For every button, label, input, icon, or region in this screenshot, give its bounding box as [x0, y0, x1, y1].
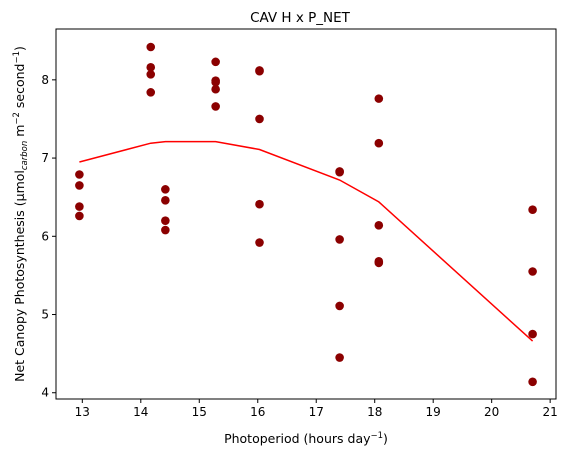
y-axis-label-c: second: [12, 64, 27, 113]
y-axis-label-sup1: −2: [12, 112, 22, 125]
data-point: [528, 329, 537, 339]
x-axis-label-main: Photoperiod (hours day: [224, 431, 371, 446]
chart-title: CAV H x P_NET: [250, 10, 351, 26]
x-tick-label: 20: [484, 405, 499, 419]
y-axis-label: Net Canopy Photosynthesis (µmolcarbon m−…: [12, 46, 30, 382]
data-point: [211, 102, 220, 111]
data-point: [255, 66, 264, 76]
y-tick-label: 8: [41, 73, 49, 87]
data-point: [75, 170, 84, 179]
x-tick-label: 13: [75, 405, 90, 419]
x-axis-label: Photoperiod (hours day−1): [224, 431, 388, 446]
x-tick-label: 19: [426, 405, 441, 419]
data-point: [75, 211, 84, 221]
points-layer: [75, 42, 537, 387]
x-axis-label-sup: −1: [371, 431, 384, 441]
data-point: [374, 138, 384, 148]
x-tick-label: 16: [250, 405, 265, 419]
data-point: [146, 88, 156, 97]
data-point: [161, 196, 170, 205]
x-axis: 13 14 15 16 17 18 19 20 21: [75, 399, 558, 419]
data-point: [374, 221, 384, 230]
x-tick-label: 14: [133, 405, 148, 419]
data-point: [161, 216, 170, 225]
y-axis-label-a: Net Canopy Photosynthesis (µmol: [12, 170, 27, 382]
plot-area: [55, 28, 557, 400]
y-axis-label-sub: carbon: [20, 141, 30, 170]
data-point: [146, 42, 156, 52]
x-axis-label-end: ): [383, 431, 388, 446]
fit-line-layer: [79, 140, 534, 342]
y-axis: 4 5 6 7 8: [41, 73, 56, 400]
y-axis-label-b: m: [12, 125, 27, 141]
fit-line: [79, 140, 534, 342]
x-tick-label: 21: [543, 405, 558, 419]
data-point: [255, 199, 264, 209]
data-point: [161, 185, 170, 194]
data-point: [528, 205, 537, 214]
data-point: [528, 267, 537, 276]
data-point: [528, 377, 537, 387]
data-point: [374, 94, 384, 103]
y-axis-label-sup2: −1: [12, 51, 22, 64]
y-axis-label-d: ): [12, 46, 27, 51]
data-point: [335, 301, 344, 311]
data-point: [255, 114, 264, 124]
data-point: [75, 202, 84, 211]
y-tick-label: 4: [41, 386, 49, 400]
data-point: [146, 70, 156, 79]
y-tick-label: 6: [41, 229, 49, 243]
x-tick-label: 18: [367, 405, 382, 419]
data-point: [335, 167, 344, 177]
data-point: [211, 57, 220, 67]
plot-frame: [55, 28, 557, 400]
data-point: [335, 353, 344, 362]
data-point: [161, 225, 170, 235]
data-point: [255, 238, 264, 247]
data-point: [75, 181, 84, 190]
y-tick-label: 7: [41, 151, 49, 165]
data-point: [374, 258, 384, 268]
y-tick-label: 5: [41, 308, 49, 322]
x-tick-label: 15: [192, 405, 207, 419]
data-point: [211, 77, 220, 87]
data-point: [335, 235, 344, 244]
data-point: [146, 63, 156, 72]
data-point: [211, 84, 220, 94]
x-tick-label: 17: [309, 405, 324, 419]
